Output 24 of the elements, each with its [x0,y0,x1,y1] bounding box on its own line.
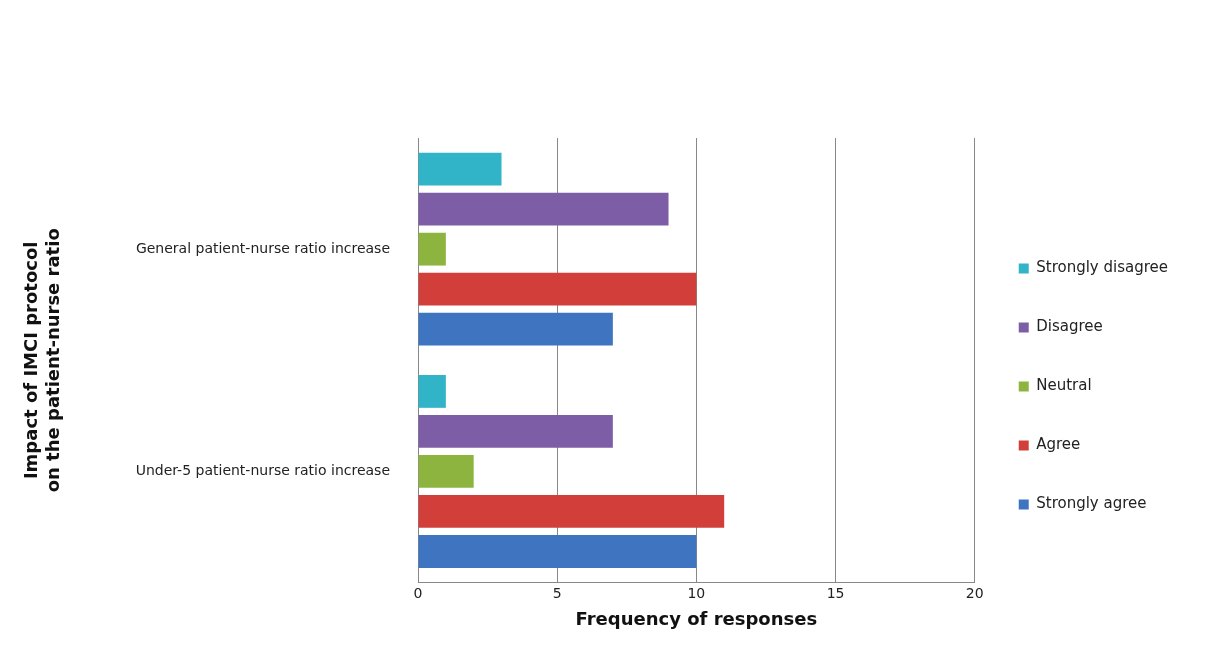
legend-label: Strongly disagree [1036,258,1169,277]
legend-label: Strongly agree [1036,494,1147,513]
bar [418,152,502,186]
bar [418,535,697,568]
bar [418,455,474,488]
bar [418,375,446,408]
legend-label: Neutral [1036,376,1092,395]
x-tick-label: 10 [687,584,706,601]
bar [418,312,613,346]
bar [418,495,725,528]
legend-label: Disagree [1036,317,1103,336]
bar [418,192,669,226]
y-tick-label: General patient-nurse ratio increase [135,239,390,256]
y-tick-label: Under-5 patient-nurse ratio increase [135,462,390,479]
x-tick-label: 20 [965,584,984,601]
x-tick-label: 15 [826,584,845,601]
x-tick-label: 5 [552,584,562,601]
bar [418,415,613,448]
x-axis-title: Frequency of responses [575,607,818,629]
legend-label: Agree [1036,435,1081,454]
y-axis-title: Impact of IMCI protocol on the patient-nurse ratio [20,228,64,493]
bar [418,272,697,306]
bar [418,232,446,266]
x-tick-label: 0 [413,584,423,601]
